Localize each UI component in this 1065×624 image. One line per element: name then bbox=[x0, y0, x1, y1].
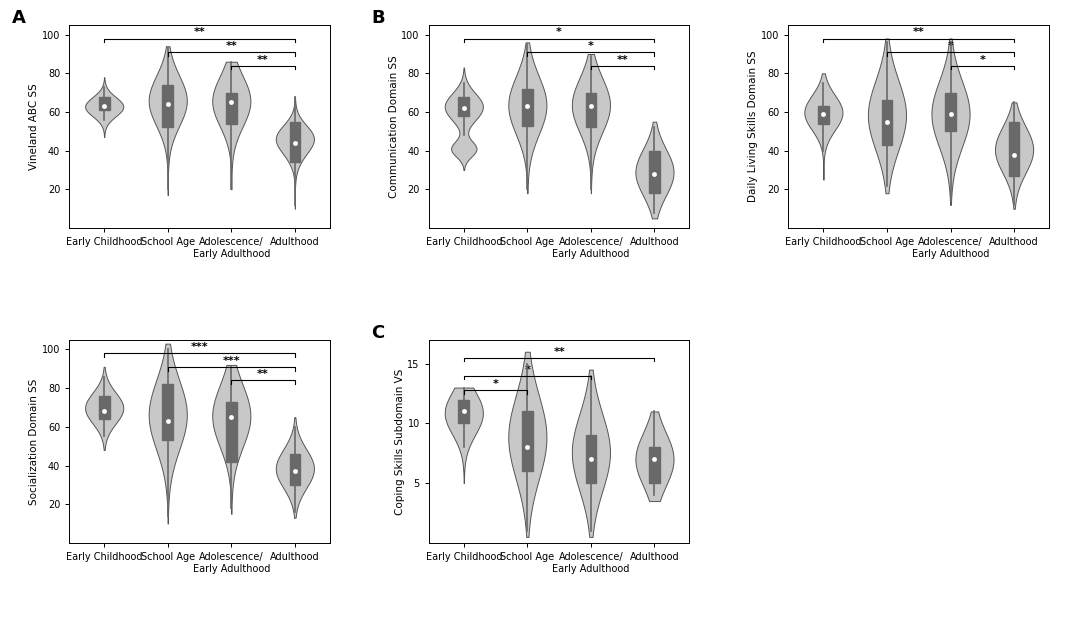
Bar bbox=[290, 122, 300, 162]
Bar bbox=[99, 97, 110, 110]
Text: *: * bbox=[493, 379, 498, 389]
Bar bbox=[522, 89, 532, 125]
Text: *: * bbox=[980, 54, 985, 64]
Text: ***: *** bbox=[191, 343, 209, 353]
Bar bbox=[650, 447, 660, 483]
Bar bbox=[586, 92, 596, 127]
Bar bbox=[226, 402, 236, 462]
Y-axis label: Coping Skills Subdomain VS: Coping Skills Subdomain VS bbox=[395, 368, 405, 515]
Text: **: ** bbox=[913, 27, 924, 37]
Text: ***: *** bbox=[223, 356, 240, 366]
Y-axis label: Vineland ABC SS: Vineland ABC SS bbox=[29, 83, 39, 170]
Bar bbox=[162, 384, 174, 441]
Bar bbox=[162, 85, 174, 127]
Text: B: B bbox=[372, 9, 386, 27]
Bar bbox=[458, 97, 469, 116]
Text: **: ** bbox=[194, 27, 206, 37]
Bar bbox=[522, 411, 532, 471]
Text: *: * bbox=[556, 27, 562, 37]
Bar bbox=[458, 399, 469, 424]
Text: A: A bbox=[12, 9, 26, 27]
Y-axis label: Daily Living Skills Domain SS: Daily Living Skills Domain SS bbox=[749, 51, 758, 202]
Bar bbox=[882, 100, 892, 145]
Text: **: ** bbox=[226, 41, 237, 51]
Text: **: ** bbox=[617, 54, 628, 64]
Text: **: ** bbox=[258, 54, 269, 64]
Bar bbox=[1009, 122, 1019, 176]
Text: C: C bbox=[372, 323, 384, 341]
Text: **: ** bbox=[553, 347, 566, 357]
Bar bbox=[290, 454, 300, 485]
Text: *: * bbox=[524, 364, 530, 374]
Y-axis label: Communication Domain SS: Communication Domain SS bbox=[389, 55, 398, 198]
Bar bbox=[650, 150, 660, 193]
Y-axis label: Socialization Domain SS: Socialization Domain SS bbox=[29, 378, 39, 505]
Bar bbox=[818, 106, 829, 124]
Bar bbox=[945, 92, 956, 131]
Bar bbox=[226, 92, 236, 124]
Text: **: ** bbox=[258, 369, 269, 379]
Text: *: * bbox=[948, 41, 953, 51]
Text: *: * bbox=[588, 41, 594, 51]
Bar bbox=[99, 396, 110, 419]
Bar bbox=[586, 436, 596, 483]
